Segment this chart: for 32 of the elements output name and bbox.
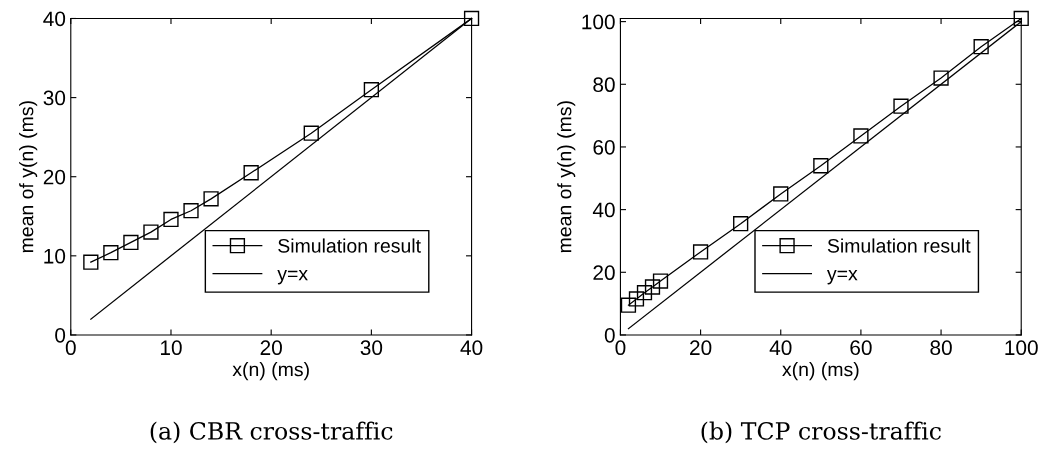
x-tick-label: 10 [160,340,182,356]
y-tick-label: 0 [604,327,615,343]
text: (a) CBR cross-traffic [150,421,393,444]
x-tick-label: 0 [65,340,76,356]
y-axis-title: mean of y(n) (ms) [557,101,576,253]
x-tick-label: 100 [1005,340,1038,356]
y-tick-label: 100 [582,14,615,30]
x-tick-label: 20 [260,340,282,356]
y-tick-label: 20 [43,169,66,185]
x-tick-label: 80 [930,340,952,356]
x-tick-label: 30 [360,340,383,356]
x-tick-label: 60 [850,340,872,356]
x-tick-label: 40 [769,340,792,356]
y-tick-label: 60 [593,139,615,155]
y-tick-label: 40 [592,202,615,218]
legend-label: Simulation result [278,238,421,253]
y-tick-label: 0 [55,327,66,343]
x-axis-title: x(n) (ms) [232,362,309,381]
y-tick-label: 30 [43,90,66,106]
text: (b) TCP cross-traffic [701,421,941,444]
y-tick-label: 40 [43,11,66,27]
y-tick-label: 20 [593,265,615,281]
y-tick-label: 10 [44,248,66,264]
legend-label: y=x [826,270,858,285]
x-axis-title: x(n) (ms) [782,362,859,381]
x-tick-label: 0 [615,340,626,356]
legend-label: Simulation result [827,238,971,253]
x-tick-label: 40 [460,340,483,356]
y-tick-label: 80 [593,77,615,93]
y-axis-title: mean of y(n) (ms) [19,101,38,253]
x-tick-label: 20 [690,340,712,356]
legend-label: y=x [277,270,308,285]
